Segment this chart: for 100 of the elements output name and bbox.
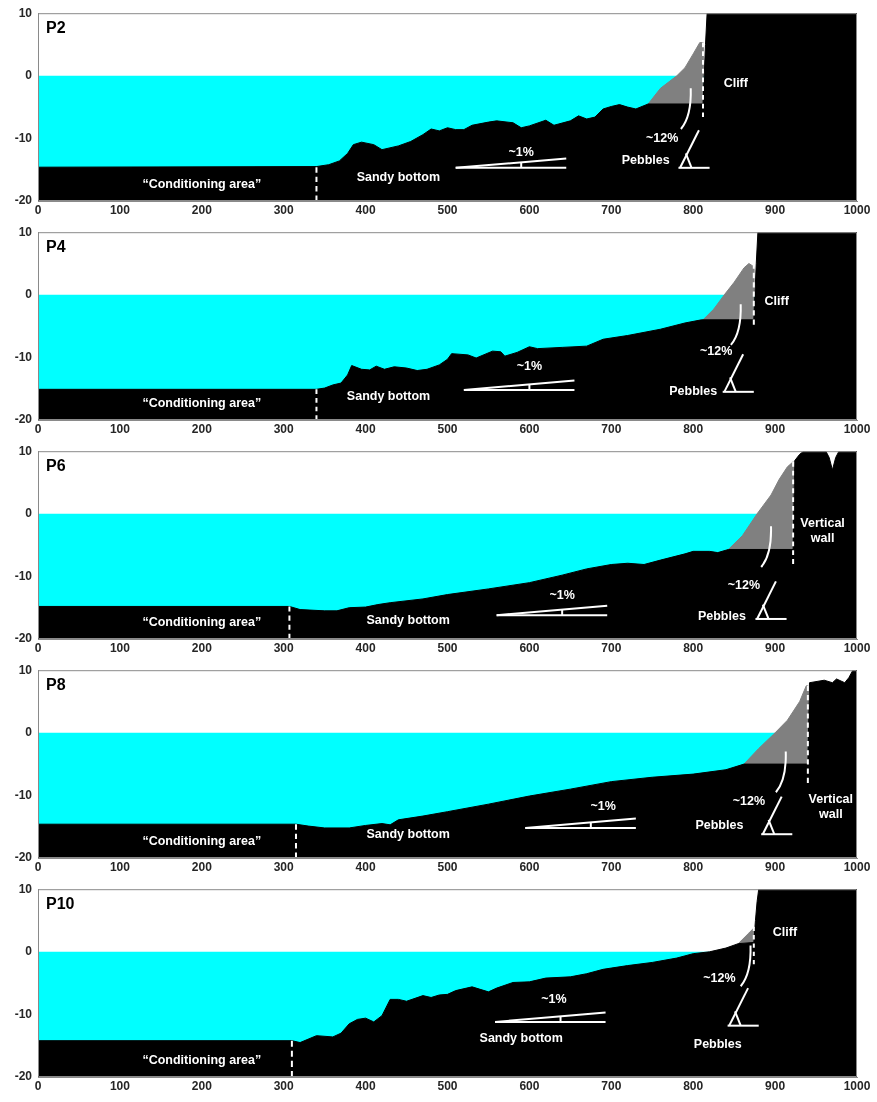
x-tick-label: 1000 bbox=[843, 202, 871, 217]
chart-title: P6 bbox=[46, 456, 66, 474]
annotation: Pebbles bbox=[669, 383, 718, 398]
x-tick-label: 100 bbox=[109, 202, 131, 217]
annotation: Sandy bottom bbox=[366, 826, 450, 841]
chart-title: P4 bbox=[46, 237, 66, 255]
x-tick-label: 1000 bbox=[843, 421, 871, 436]
annotation: Vertical wall bbox=[800, 516, 845, 546]
x-tick-label: 200 bbox=[191, 1078, 213, 1093]
x-tick-label: 900 bbox=[765, 202, 786, 217]
x-tick-label: 200 bbox=[191, 640, 213, 655]
chart-title: P8 bbox=[46, 675, 66, 693]
x-tick-label: 600 bbox=[519, 421, 540, 436]
annotation: ~1% bbox=[549, 587, 575, 602]
annotation: Pebbles bbox=[693, 1036, 742, 1051]
x-tick-label: 200 bbox=[191, 421, 213, 436]
y-tick-label: 0 bbox=[25, 944, 33, 959]
annotation: Vertical wall bbox=[808, 792, 854, 822]
x-tick-label: 600 bbox=[519, 859, 540, 874]
x-tick-label: 900 bbox=[765, 859, 786, 874]
annotation: ~12% bbox=[727, 578, 761, 593]
x-tick-label: 300 bbox=[273, 1078, 295, 1093]
annotation: Sandy bottom bbox=[356, 169, 441, 184]
x-tick-label: 1000 bbox=[843, 1078, 871, 1093]
y-tick-label: -10 bbox=[14, 787, 33, 802]
y-tick-label: -10 bbox=[14, 568, 33, 583]
y-tick-label: -20 bbox=[14, 850, 33, 865]
y-tick-label: -20 bbox=[14, 193, 33, 208]
annotation: Cliff bbox=[772, 925, 798, 940]
y-tick-label: 10 bbox=[18, 443, 33, 458]
y-tick-label: 10 bbox=[18, 224, 33, 239]
y-tick-label: -20 bbox=[14, 1069, 33, 1084]
x-tick-label: 700 bbox=[601, 859, 622, 874]
annotation: Cliff bbox=[723, 75, 749, 90]
x-tick-label: 800 bbox=[683, 859, 704, 874]
x-tick-label: 300 bbox=[273, 421, 295, 436]
y-tick-label: 0 bbox=[25, 287, 33, 302]
annotation: Sandy bottom bbox=[479, 1030, 563, 1045]
annotation: Sandy bottom bbox=[366, 612, 450, 627]
x-tick-label: 900 bbox=[765, 1078, 786, 1093]
annotation: “Conditioning area” bbox=[142, 395, 262, 410]
annotation: “Conditioning area” bbox=[142, 614, 262, 629]
y-tick-label: 10 bbox=[18, 881, 33, 896]
x-tick-label: 500 bbox=[437, 859, 458, 874]
y-tick-label: 0 bbox=[25, 725, 33, 740]
annotation: ~12% bbox=[703, 971, 736, 986]
x-tick-label: 100 bbox=[109, 859, 131, 874]
x-tick-label: 800 bbox=[683, 1078, 704, 1093]
x-tick-label: 900 bbox=[765, 640, 786, 655]
annotation: Pebbles bbox=[695, 817, 744, 832]
x-tick-label: 700 bbox=[601, 640, 622, 655]
x-tick-label: 100 bbox=[109, 421, 131, 436]
annotation: “Conditioning area” bbox=[142, 833, 262, 848]
y-tick-label: 10 bbox=[18, 662, 33, 677]
x-tick-label: 300 bbox=[273, 640, 295, 655]
annotation: ~12% bbox=[699, 343, 733, 358]
x-tick-label: 500 bbox=[437, 640, 458, 655]
x-tick-label: 800 bbox=[683, 421, 704, 436]
x-tick-label: 400 bbox=[355, 202, 376, 217]
x-tick-label: 600 bbox=[519, 202, 540, 217]
annotation: “Conditioning area” bbox=[142, 1052, 262, 1067]
x-tick-label: 1000 bbox=[843, 640, 871, 655]
x-tick-label: 500 bbox=[437, 421, 458, 436]
x-tick-label: 100 bbox=[109, 640, 131, 655]
annotation: ~1% bbox=[516, 359, 543, 374]
x-tick-label: 500 bbox=[437, 202, 458, 217]
annotation: ~1% bbox=[541, 992, 567, 1007]
y-tick-label: 0 bbox=[25, 68, 33, 83]
x-tick-label: 900 bbox=[765, 421, 786, 436]
annotation: Cliff bbox=[764, 293, 790, 308]
x-tick-label: 400 bbox=[355, 640, 376, 655]
x-tick-label: 700 bbox=[601, 1078, 622, 1093]
annotation: ~12% bbox=[732, 794, 766, 809]
chart-title: P2 bbox=[46, 18, 66, 36]
annotation: ~1% bbox=[590, 799, 616, 814]
y-tick-label: 10 bbox=[18, 5, 33, 20]
x-tick-label: 200 bbox=[191, 859, 213, 874]
annotation: Sandy bottom bbox=[346, 389, 431, 404]
x-tick-label: 700 bbox=[601, 202, 622, 217]
y-tick-label: -10 bbox=[14, 1006, 33, 1021]
y-tick-label: -10 bbox=[14, 130, 33, 145]
x-tick-label: 400 bbox=[355, 859, 376, 874]
y-tick-label: -10 bbox=[14, 349, 33, 364]
y-tick-label: -20 bbox=[14, 412, 33, 427]
x-tick-label: 400 bbox=[355, 421, 376, 436]
x-tick-label: 700 bbox=[601, 421, 622, 436]
x-tick-label: 800 bbox=[683, 640, 704, 655]
x-tick-label: 500 bbox=[437, 1078, 458, 1093]
annotation: “Conditioning area” bbox=[142, 176, 262, 191]
y-tick-label: -20 bbox=[14, 631, 33, 646]
annotation: ~12% bbox=[645, 130, 679, 145]
x-tick-label: 1000 bbox=[843, 859, 871, 874]
x-tick-label: 400 bbox=[355, 1078, 376, 1093]
x-tick-label: 200 bbox=[191, 202, 213, 217]
annotation: Pebbles bbox=[697, 608, 746, 623]
x-tick-label: 300 bbox=[273, 202, 295, 217]
x-tick-label: 600 bbox=[519, 1078, 540, 1093]
x-tick-label: 100 bbox=[109, 1078, 131, 1093]
x-tick-label: 600 bbox=[519, 640, 540, 655]
annotation: Pebbles bbox=[621, 152, 670, 167]
